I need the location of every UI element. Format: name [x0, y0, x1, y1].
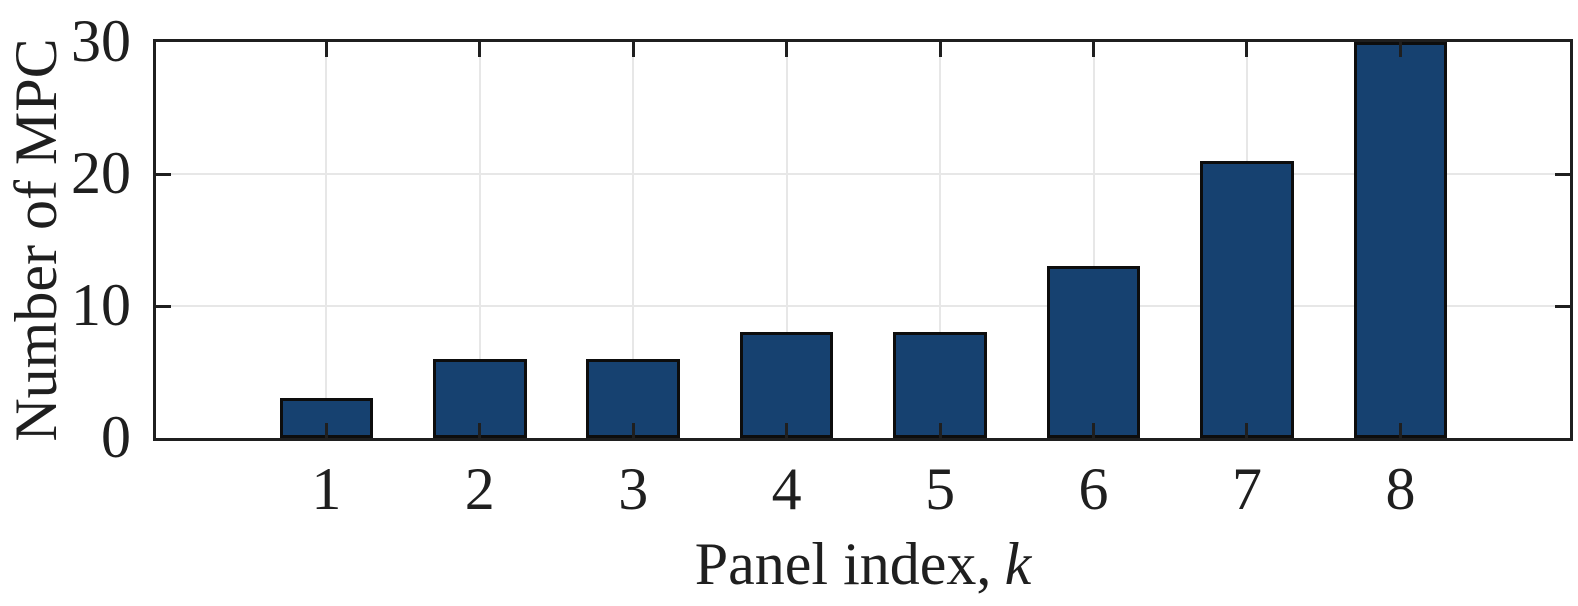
gridline-vertical [1092, 42, 1095, 438]
x-tick-label-1: 1 [311, 456, 342, 522]
x-tick-label-5: 5 [925, 456, 956, 522]
gridline-vertical [478, 42, 481, 438]
x-tick-mark-bottom [1092, 423, 1096, 438]
x-tick-mark-bottom [1245, 423, 1249, 438]
plot-inner [156, 42, 1570, 438]
gridline-vertical [632, 42, 635, 438]
y-tick-label-0: 0 [101, 403, 131, 470]
x-tick-mark-top [938, 42, 942, 57]
plot-area [153, 39, 1573, 441]
x-tick-mark-top [1092, 42, 1096, 57]
y-tick-label-20: 20 [71, 139, 131, 206]
bar-panel-7 [1200, 160, 1294, 438]
x-tick-label-2: 2 [464, 456, 495, 522]
gridline-horizontal [156, 305, 1570, 307]
y-tick-label-30: 30 [71, 7, 131, 74]
x-axis-label-text: Panel index, [694, 531, 992, 597]
gridline-vertical [939, 42, 942, 438]
x-tick-label-6: 6 [1078, 456, 1109, 522]
x-tick-mark-bottom [1398, 423, 1402, 438]
x-tick-mark-bottom [478, 423, 482, 438]
x-tick-mark-top [324, 42, 328, 57]
bar-panel-4 [739, 332, 834, 438]
x-tick-mark-top [631, 42, 635, 57]
x-tick-mark-bottom [938, 423, 942, 438]
x-tick-mark-top [1245, 42, 1249, 57]
x-tick-mark-bottom [785, 423, 789, 438]
bar-panel-6 [1046, 266, 1141, 438]
x-tick-label-4: 4 [771, 456, 802, 522]
x-tick-mark-top [785, 42, 789, 57]
x-tick-label-3: 3 [618, 456, 649, 522]
y-tick-mark-left [156, 172, 171, 176]
x-tick-mark-top [478, 42, 482, 57]
y-tick-label-10: 10 [71, 271, 131, 338]
bar-panel-8 [1353, 42, 1448, 438]
gridline-horizontal [156, 173, 1570, 175]
x-axis-label: Panel index, k [153, 533, 1573, 596]
x-tick-mark-bottom [324, 423, 328, 438]
x-tick-label-7: 7 [1231, 456, 1262, 522]
y-tick-mark-right [1555, 304, 1570, 308]
x-tick-mark-bottom [631, 423, 635, 438]
x-tick-label-8: 8 [1385, 456, 1416, 522]
y-axis-label: Number of MPC [3, 38, 69, 442]
y-tick-mark-right [1555, 172, 1570, 176]
x-tick-mark-top [1398, 42, 1402, 57]
x-axis-label-variable: k [1004, 531, 1032, 597]
gridline-vertical [325, 42, 328, 438]
y-tick-mark-left [156, 304, 171, 308]
gridline-vertical [785, 42, 788, 438]
